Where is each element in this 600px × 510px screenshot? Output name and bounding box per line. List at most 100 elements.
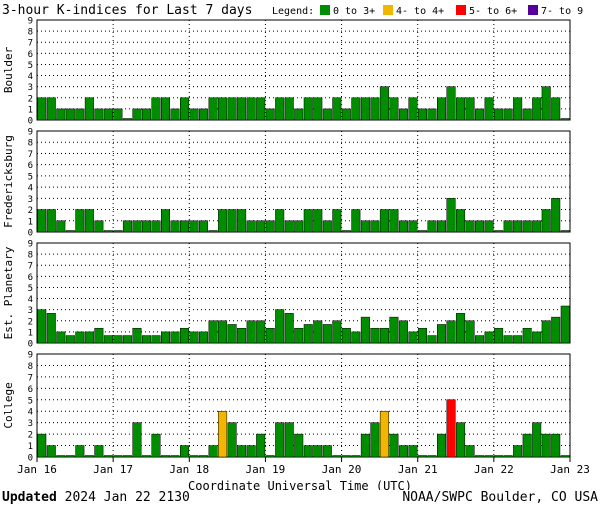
panels: 0123456789Boulder0123456789Fredericksbur… — [2, 17, 571, 464]
k-index-bar — [256, 320, 266, 344]
k-index-bar — [541, 86, 551, 121]
panel: 0 12 34 56 789 College — [2, 351, 571, 464]
panel-title: Fredericksburg — [2, 135, 15, 228]
k-index-bar — [303, 445, 313, 458]
k-index-bar — [218, 410, 228, 458]
k-index-bar — [284, 220, 294, 233]
legend-swatch — [456, 5, 466, 15]
k-index-bar — [84, 209, 94, 233]
k-index-bar — [265, 455, 275, 458]
legend-swatch — [383, 5, 393, 15]
k-index-bar — [46, 313, 56, 344]
k-index-bar — [370, 422, 380, 458]
k-index-bar — [294, 108, 304, 121]
k-index-bar — [417, 230, 427, 233]
k-index-bar — [503, 108, 513, 121]
k-index-bar — [322, 108, 332, 121]
k-index-bar — [437, 433, 447, 458]
k-index-bar — [475, 108, 485, 121]
k-index-bar — [189, 455, 199, 458]
k-index-bar — [560, 118, 570, 121]
k-index-bar — [103, 230, 113, 233]
x-tick-label: Jan 21 — [398, 463, 438, 476]
x-tick-label: Jan 17 — [93, 463, 133, 476]
k-index-bar — [284, 313, 294, 344]
k-index-bar — [313, 209, 323, 233]
k-index-bar — [465, 97, 475, 121]
k-index-bar — [408, 331, 418, 344]
k-index-bar — [532, 220, 542, 233]
k-index-bar — [94, 108, 104, 121]
k-index-bar — [389, 97, 399, 121]
k-index-bar — [170, 455, 180, 458]
k-index-bar — [141, 455, 151, 458]
x-tick-label: Jan 22 — [474, 463, 514, 476]
k-index-bar — [503, 335, 513, 344]
k-index-bar — [417, 327, 427, 344]
k-index-bar — [427, 455, 437, 458]
x-axis-label: Coordinate Universal Time (UTC) — [188, 479, 412, 490]
k-index-bar — [132, 422, 142, 458]
k-index-bar — [465, 220, 475, 233]
x-axis: Jan 16 Jan 17 Jan 18 Jan 19 Jan 20 Jan 21 Jan … — [17, 457, 590, 476]
k-index-bar — [408, 97, 418, 121]
x-tick-label: Jan 23 — [550, 463, 590, 476]
k-index-bar — [151, 220, 161, 233]
k-index-bar — [551, 433, 561, 458]
k-index-bar — [322, 324, 332, 344]
k-index-bar — [484, 455, 494, 458]
k-index-bar — [456, 313, 466, 344]
k-index-bar — [189, 331, 199, 344]
chart-title: 3-hour K-indices for Last 7 days — [2, 3, 252, 18]
k-index-bar — [351, 455, 361, 458]
y-tick-label: 5 — [28, 396, 33, 406]
k-index-bar — [484, 331, 494, 344]
k-index-bar — [151, 433, 161, 458]
legend-item-label: 4- to 4+ — [396, 6, 444, 17]
k-index-bar — [427, 220, 437, 233]
panel-title: Est. Planetary — [2, 246, 15, 339]
y-tick-label: 9 — [28, 128, 33, 138]
y-tick-label: 8 — [28, 28, 33, 38]
k-index-bar — [113, 455, 123, 458]
k-index-bar — [180, 220, 190, 233]
k-index-bar — [170, 220, 180, 233]
k-index-bar — [370, 220, 380, 233]
k-index-bar — [475, 335, 485, 344]
k-index-bar — [265, 220, 275, 233]
k-index-bar — [398, 445, 408, 458]
y-tick-label: 6 — [28, 161, 33, 171]
k-index-bar — [532, 422, 542, 458]
k-index-bar — [56, 108, 66, 121]
y-tick-label: 8 — [28, 362, 33, 372]
k-index-bar — [408, 220, 418, 233]
k-index-bar — [341, 455, 351, 458]
k-index-bar — [65, 108, 75, 121]
y-tick-label: 4 — [28, 408, 33, 418]
k-index-bar — [398, 320, 408, 344]
k-index-bar — [360, 97, 370, 121]
y-tick-label: 5 — [28, 61, 33, 71]
k-index-bar — [465, 445, 475, 458]
k-index-bar — [541, 320, 551, 344]
k-index-bar — [332, 209, 342, 233]
k-index-bar — [199, 331, 209, 344]
legend-item-label: 7- to 9 — [541, 6, 583, 17]
k-index-bar — [360, 433, 370, 458]
legend-label: Legend: — [272, 6, 314, 17]
k-index-bar — [379, 410, 389, 458]
k-index-bar — [208, 445, 218, 458]
k-index-bar — [65, 230, 75, 233]
y-tick-label: 7 — [28, 373, 33, 383]
k-index-bar — [237, 327, 247, 344]
k-index-bar — [113, 230, 123, 233]
y-tick-label: 3 — [28, 83, 33, 93]
y-tick-label: 6 — [28, 273, 33, 283]
x-tick-label: Jan 19 — [246, 463, 286, 476]
legend-swatch — [320, 5, 330, 15]
k-index-bar — [151, 335, 161, 344]
panel-frame — [36, 242, 571, 344]
k-index-bar — [265, 327, 275, 344]
k-index-bar — [351, 331, 361, 344]
k-index-bar — [94, 220, 104, 233]
